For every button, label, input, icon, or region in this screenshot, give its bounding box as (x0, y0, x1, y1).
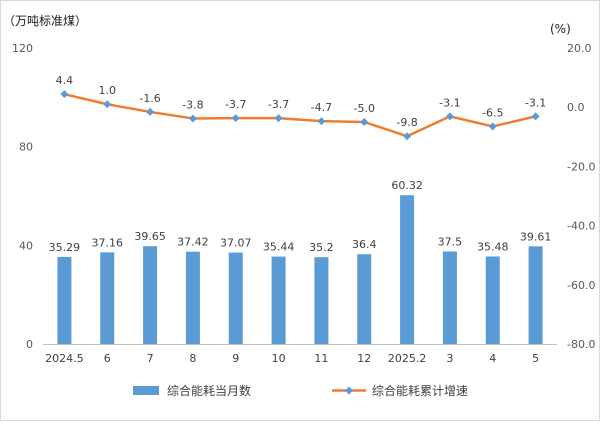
x-tick-label: 2025.2 (388, 352, 427, 365)
y-left-tick-label: 80 (19, 141, 33, 154)
bar-data-label: 37.07 (220, 237, 252, 250)
line-data-label: -9.8 (396, 116, 417, 129)
line-marker (360, 118, 369, 126)
line-data-label: -3.7 (268, 98, 289, 111)
bar-data-label: 35.2 (309, 241, 334, 254)
legend-label-bar: 综合能耗当月数 (167, 383, 251, 398)
bar (185, 251, 200, 344)
bar (485, 256, 500, 344)
x-tick-label: 2024.5 (45, 352, 84, 365)
y-right-tick-label: 20.0 (567, 42, 592, 55)
line-data-label: -5.0 (354, 102, 375, 115)
line-data-label: 1.0 (99, 84, 117, 97)
y-right-axis: 20.0 0.0 -20.0 -40.0 -60.0 -80.0 (567, 42, 595, 351)
x-tick-label: 12 (357, 352, 371, 365)
bar (271, 256, 286, 344)
line-data-label: -3.1 (525, 96, 546, 109)
y-right-tick-label: -60.0 (567, 279, 595, 292)
x-tick-label: 9 (232, 352, 239, 365)
line-data-label: 4.4 (56, 74, 74, 87)
bar (314, 257, 329, 344)
x-axis: 2024.5 6 7 8 9 10 11 12 2025.2 3 4 5 (45, 352, 539, 365)
legend-swatch-marker (345, 386, 353, 395)
bar-data-label: 37.42 (177, 236, 209, 249)
line-data-label: -1.6 (139, 92, 160, 105)
y-left-tick-label: 120 (12, 42, 33, 55)
line-data-label: -3.7 (225, 98, 246, 111)
bar-data-label: 37.5 (438, 236, 463, 249)
bar-data-label: 37.16 (92, 236, 124, 249)
line-marker (488, 122, 497, 131)
line-marker (445, 112, 454, 121)
y-right-axis-title: (%) (550, 22, 571, 36)
line-data-label: -3.8 (182, 98, 203, 111)
bar (528, 246, 543, 344)
x-tick-label: 11 (314, 352, 328, 365)
legend: 综合能耗当月数 综合能耗累计增速 (133, 383, 468, 398)
bar-data-label: 60.32 (391, 179, 423, 192)
bar-data-label: 35.29 (49, 241, 81, 254)
line-series: 4.4 1.0 -1.6 -3.8 -3.7 -3.7 -4.7 -5.0 -9.8 -3.1 -6… (56, 74, 546, 141)
x-tick-label: 4 (489, 352, 496, 365)
x-tick-label: 7 (147, 352, 154, 365)
y-left-tick-label: 0 (26, 338, 33, 351)
y-right-tick-label: -20.0 (567, 160, 595, 173)
line-marker (274, 114, 283, 123)
x-tick-label: 8 (189, 352, 196, 365)
bar (143, 246, 158, 344)
line-data-label: -6.5 (482, 106, 503, 119)
y-right-tick-label: -40.0 (567, 220, 595, 233)
bar (100, 252, 115, 344)
line-marker (531, 112, 540, 121)
bar-data-label: 35.44 (263, 241, 295, 254)
line-marker (188, 114, 197, 123)
bar (442, 251, 457, 344)
line-data-label: -3.1 (439, 96, 460, 109)
bar (400, 195, 415, 344)
x-tick-label: 6 (104, 352, 111, 365)
line-marker (103, 100, 112, 109)
bar (57, 256, 72, 344)
x-tick-label: 10 (272, 352, 286, 365)
line-path (64, 92, 536, 138)
y-right-tick-label: -80.0 (567, 338, 595, 351)
y-left-axis-title: （万吨标准煤） (3, 14, 87, 28)
bar-series: 35.29 37.16 39.65 37.42 37.07 35.44 35.2 36.4 60… (49, 179, 552, 344)
bar-data-label: 36.4 (352, 238, 377, 251)
bar (228, 252, 243, 344)
x-tick-label: 3 (446, 352, 453, 365)
line-marker (403, 132, 412, 141)
bar-data-label: 39.61 (520, 230, 552, 243)
legend-label-line: 综合能耗累计增速 (372, 383, 468, 398)
line-marker (231, 114, 240, 123)
bar-data-label: 35.48 (477, 240, 509, 253)
line-marker (60, 90, 69, 99)
x-tick-label: 5 (532, 352, 539, 365)
legend-swatch-bar (133, 386, 159, 395)
bar (357, 254, 372, 344)
y-left-axis: 0 40 80 120 (12, 42, 33, 351)
y-left-tick-label: 40 (19, 239, 33, 252)
y-right-tick-label: 0.0 (567, 101, 585, 114)
line-data-label: -4.7 (311, 101, 332, 114)
line-marker (317, 117, 326, 126)
line-marker (146, 107, 155, 116)
bar-data-label: 39.65 (134, 230, 166, 243)
